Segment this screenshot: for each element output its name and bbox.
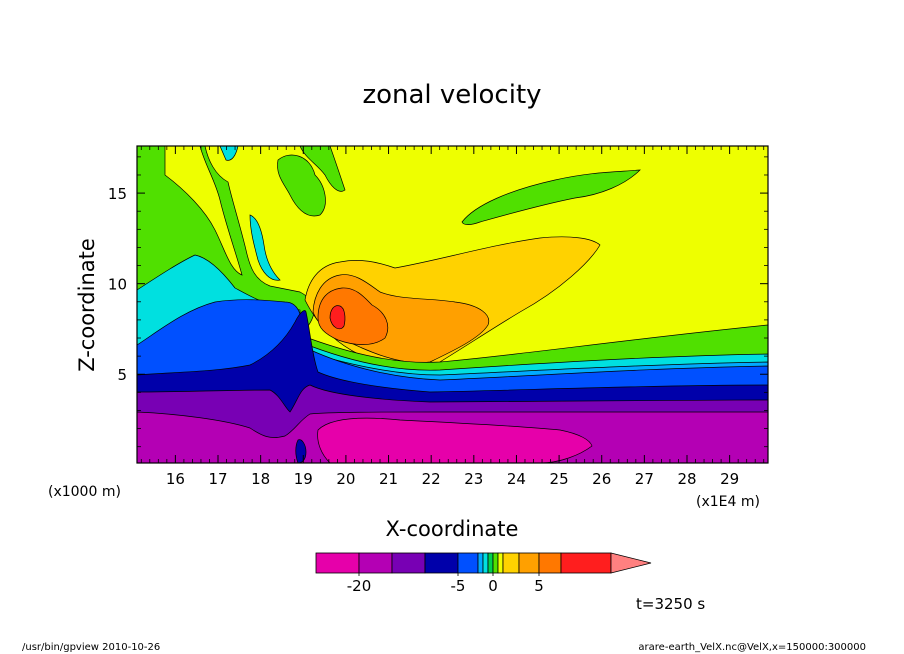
x-tick-label: 16 xyxy=(166,470,185,488)
x-tick-label: 21 xyxy=(379,470,398,488)
x-tick-labels: 16 17 18 19 20 21 22 23 24 25 26 27 28 29 xyxy=(166,470,739,488)
contour-region-green-blob-2 xyxy=(299,146,346,192)
contour-region-positive-10 xyxy=(329,305,346,330)
x-axis-unit-left: (x1000 m) xyxy=(48,484,121,500)
colorbar xyxy=(315,552,652,574)
footer-left: /usr/bin/gpview 2010-10-26 xyxy=(22,642,160,653)
x-tick-label: 22 xyxy=(422,470,441,488)
footer-right: arare-earth_VelX.nc@VelX,x=150000:300000 xyxy=(638,642,866,653)
contour-field xyxy=(137,146,768,463)
x-axis-label: X-coordinate xyxy=(386,517,519,541)
colorbar-tick-label: -5 xyxy=(451,577,466,595)
contour-region-yellow-intrusion xyxy=(164,146,243,276)
x-tick-label: 27 xyxy=(635,470,654,488)
axis-ticks xyxy=(137,146,768,463)
contour-region-positive-5 xyxy=(317,287,389,345)
colorbar-tick-label: 5 xyxy=(534,577,544,595)
x-tick-label: 19 xyxy=(294,470,313,488)
colorbar-swatch xyxy=(424,552,459,574)
y-tick-label: 10 xyxy=(108,276,127,294)
colorbar-swatch xyxy=(487,552,494,574)
colorbar-swatch xyxy=(391,552,426,574)
x-tick-label: 17 xyxy=(208,470,227,488)
y-tick-labels: 5 10 15 xyxy=(108,185,127,384)
x-tick-label: 29 xyxy=(720,470,739,488)
colorbar-swatch xyxy=(457,552,479,574)
x-tick-label: 28 xyxy=(677,470,696,488)
y-axis-label: Z-coordinate xyxy=(75,238,99,372)
colorbar-swatch xyxy=(477,552,484,574)
x-tick-unit-right: (x1E4 m) xyxy=(696,494,760,510)
colorbar-swatch xyxy=(560,552,612,574)
x-tick-label: 20 xyxy=(336,470,355,488)
contour-region-cyan-strip xyxy=(249,214,281,281)
plot-frame xyxy=(136,145,769,464)
time-label: t=3250 s xyxy=(636,595,705,613)
x-tick-label: 23 xyxy=(464,470,483,488)
colorbar-tick-label: 0 xyxy=(488,577,498,595)
colorbar-swatch xyxy=(497,552,504,574)
colorbar-swatch xyxy=(502,552,520,574)
y-tick-label: 5 xyxy=(117,366,127,384)
colorbar-tick-label: -20 xyxy=(347,577,372,595)
colorbar-swatch xyxy=(518,552,540,574)
y-tick-label: 15 xyxy=(108,185,127,203)
colorbar-tick-labels: -20 -5 0 5 xyxy=(347,573,544,595)
x-tick-label: 25 xyxy=(550,470,569,488)
colorbar-swatch xyxy=(315,552,360,574)
chart-title: zonal velocity xyxy=(362,80,541,110)
contour-region-green-blob-1 xyxy=(277,154,326,217)
colorbar-swatch xyxy=(358,552,393,574)
colorbar-swatch xyxy=(482,552,489,574)
x-tick-label: 26 xyxy=(592,470,611,488)
x-tick-label: 24 xyxy=(507,470,526,488)
contour-region-green-blob-3 xyxy=(461,169,641,225)
colorbar-swatch xyxy=(492,552,499,574)
colorbar-swatch xyxy=(538,552,562,574)
x-tick-label: 18 xyxy=(251,470,270,488)
colorbar-extension xyxy=(610,552,652,574)
